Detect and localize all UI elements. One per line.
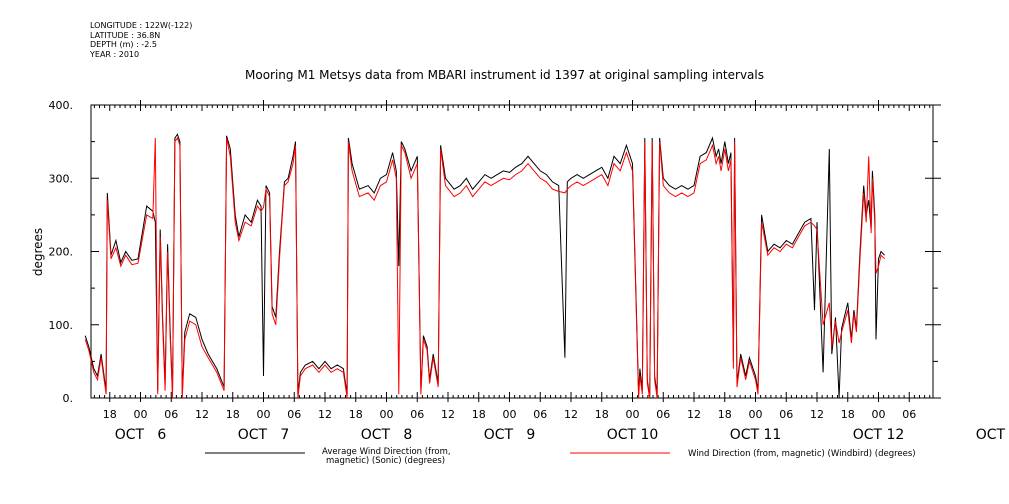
- x-hour-tick-label: 00: [257, 408, 271, 421]
- x-hour-tick-label: 06: [287, 408, 301, 421]
- data-series: [84, 133, 885, 399]
- x-hour-tick-label: 18: [841, 408, 855, 421]
- legend-label-windbird: Wind Direction (from, magnetic) (Windbir…: [688, 449, 916, 459]
- x-hour-tick-label: 18: [718, 408, 732, 421]
- x-hour-tick-label: 00: [626, 408, 640, 421]
- y-tick-label: 200.: [49, 246, 74, 259]
- x-day-label: OCT 7: [238, 427, 290, 443]
- x-day-label: OCT 6: [115, 427, 167, 443]
- x-hour-tick-label: 06: [656, 408, 670, 421]
- latitude-label: LATITUDE : 36.8N: [90, 30, 161, 40]
- x-hour-tick-label: 12: [195, 408, 209, 421]
- y-tick-label: 400.: [49, 99, 74, 112]
- x-hour-tick-label: 12: [318, 408, 332, 421]
- x-day-label: OCT 10: [607, 427, 659, 443]
- metadata-block: LONGITUDE : 122W(-122) LATITUDE : 36.8N …: [90, 21, 192, 59]
- x-day-label: OCT 8: [361, 427, 413, 443]
- depth-label: DEPTH (m) : -2.5: [90, 40, 157, 49]
- series-line-sonic: [84, 133, 885, 399]
- x-hour-tick-label: 00: [503, 408, 517, 421]
- legend-label-sonic-1: Average Wind Direction (from,: [322, 447, 451, 457]
- x-hour-tick-label: 18: [472, 408, 486, 421]
- x-hour-tick-label: 12: [687, 408, 701, 421]
- x-day-label: OCT 11: [730, 427, 782, 443]
- year-label: YEAR : 2010: [90, 49, 140, 59]
- x-hour-tick-label: 18: [595, 408, 609, 421]
- x-hour-tick-label: 06: [902, 408, 916, 421]
- y-tick-label: 300.: [49, 172, 74, 185]
- y-tick-label: 100.: [49, 319, 74, 332]
- x-hour-tick-label: 18: [103, 408, 117, 421]
- plot-frame: [90, 104, 934, 399]
- x-hour-tick-label: 06: [164, 408, 178, 421]
- x-hour-tick-label: 00: [134, 408, 148, 421]
- axis-ticks: 18 00 06 12 18 00 06 12 18 00 06 12 18 00 06 12 18 00 06 12…: [49, 99, 1009, 443]
- x-day-label: OCT 9: [484, 427, 536, 443]
- x-hour-tick-label: 18: [349, 408, 363, 421]
- x-hour-tick-label: 00: [380, 408, 394, 421]
- longitude-label: LONGITUDE : 122W(-122): [90, 21, 193, 30]
- x-hour-tick-label: 00: [872, 408, 886, 421]
- y-axis-label: degrees: [31, 228, 45, 276]
- legend-label-sonic-2: magnetic) (Sonic) (degrees): [326, 456, 445, 466]
- x-hour-tick-label: 00: [749, 408, 763, 421]
- series-line-windbird: [84, 136, 885, 399]
- chart-title: Mooring M1 Metsys data from MBARI instru…: [245, 68, 764, 82]
- x-hour-tick-label: 18: [226, 408, 240, 421]
- x-day-label: OCT 13: [976, 427, 1009, 443]
- legend: Average Wind Direction (from, magnetic) …: [205, 447, 916, 466]
- x-day-label: OCT 12: [853, 427, 905, 443]
- x-hour-tick-label: 12: [441, 408, 455, 421]
- x-hour-tick-label: 06: [779, 408, 793, 421]
- x-hour-tick-label: 12: [564, 408, 578, 421]
- y-tick-label: 0.: [63, 392, 74, 405]
- x-hour-tick-label: 06: [410, 408, 424, 421]
- x-hour-tick-label: 06: [533, 408, 547, 421]
- x-hour-tick-label: 12: [810, 408, 824, 421]
